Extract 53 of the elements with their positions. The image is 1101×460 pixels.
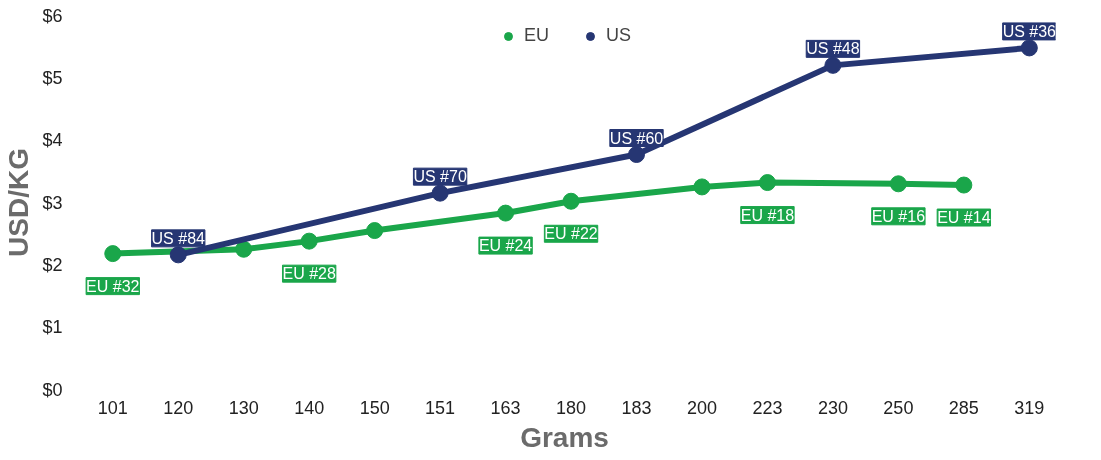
point xyxy=(104,245,122,263)
annotation: US #48 xyxy=(806,40,860,58)
point xyxy=(628,146,646,163)
x-tick-label: 101 xyxy=(97,397,128,418)
x-tick-label: 183 xyxy=(621,397,652,418)
legend-label: EU xyxy=(523,25,549,46)
y-tick-label: $2 xyxy=(42,254,63,275)
annotation: EU #28 xyxy=(282,265,336,283)
point xyxy=(300,232,318,250)
y-tick-label: $0 xyxy=(42,379,63,400)
x-tick-label: 285 xyxy=(948,397,979,418)
annotation: US #70 xyxy=(413,168,467,186)
point xyxy=(758,174,776,192)
y-tick-label: $1 xyxy=(42,317,63,338)
y-tick-label: $6 xyxy=(42,5,63,26)
point xyxy=(1020,39,1038,57)
x-tick-label: 180 xyxy=(556,397,587,418)
point xyxy=(693,178,711,196)
point xyxy=(169,246,187,264)
x-axis-title: Grams xyxy=(520,421,609,453)
point xyxy=(889,175,907,193)
annotation: EU #16 xyxy=(871,207,926,225)
point xyxy=(562,192,580,210)
x-tick-label: 250 xyxy=(883,397,914,418)
x-tick-label: 140 xyxy=(294,397,325,418)
y-tick-label: $4 xyxy=(42,130,63,151)
x-tick-label: 200 xyxy=(686,397,718,418)
annotation: EU #14 xyxy=(937,209,991,227)
annotation: EU #24 xyxy=(478,237,533,255)
point xyxy=(497,204,515,222)
x-tick-label: 151 xyxy=(425,397,456,418)
legend-label: US xyxy=(606,25,632,46)
annotation: EU #22 xyxy=(544,225,598,243)
x-tick-label: 223 xyxy=(752,397,783,418)
point xyxy=(431,184,449,202)
x-tick-label: 120 xyxy=(163,397,194,418)
x-tick-label: 319 xyxy=(1014,397,1045,418)
annotation: US #60 xyxy=(609,129,664,147)
annotation: EU #18 xyxy=(740,206,795,224)
x-tick-label: 150 xyxy=(359,397,390,418)
x-tick-label: 130 xyxy=(228,397,259,418)
y-tick-label: $3 xyxy=(42,192,63,213)
x-tick-label: 163 xyxy=(490,397,521,418)
y-tick-label: $5 xyxy=(42,67,63,88)
point xyxy=(235,240,253,258)
point xyxy=(824,56,842,74)
y-axis-title: USD/KG xyxy=(3,148,35,257)
annotation: US #84 xyxy=(151,229,206,247)
x-tick-label: 230 xyxy=(817,397,848,418)
point xyxy=(955,176,973,194)
point xyxy=(366,222,384,240)
annotation: US #36 xyxy=(1002,22,1057,40)
annotation: EU #32 xyxy=(86,277,140,295)
